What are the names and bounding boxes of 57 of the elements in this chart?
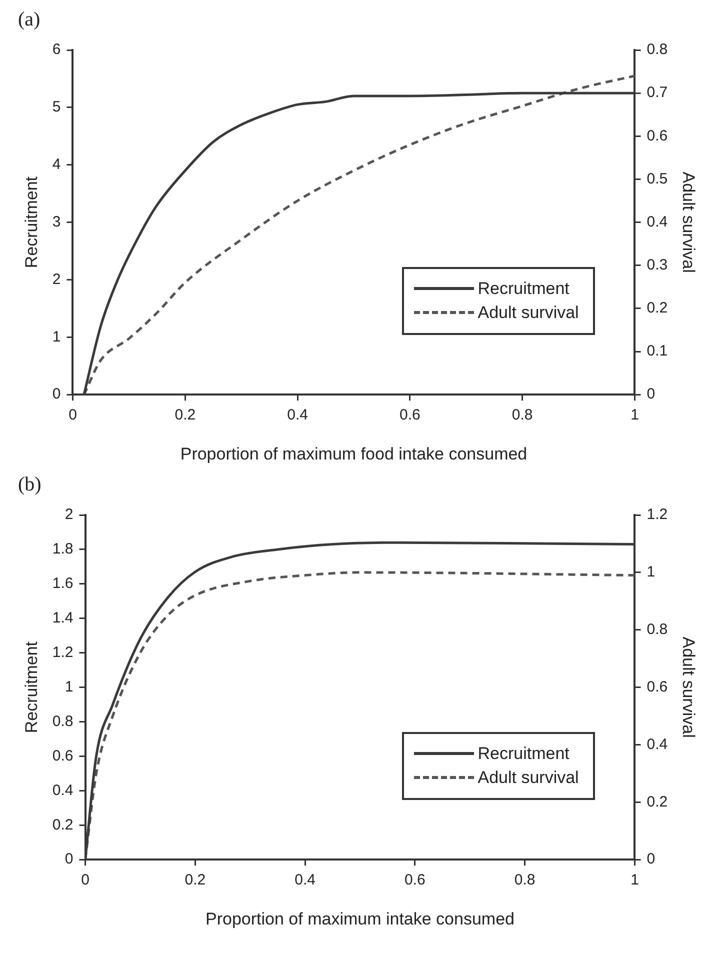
y-tick-label: 1.2 (52, 644, 74, 661)
x-tick-label: 1 (630, 406, 639, 424)
chart-title: (a) (18, 8, 40, 30)
y-tick-label: 0.4 (52, 782, 74, 799)
y-tick-label: 0.6 (52, 747, 74, 764)
x-tick-label: 0 (81, 872, 90, 889)
chart-title: (b) (18, 473, 42, 496)
x-tick-label: 1 (630, 872, 639, 889)
y2-tick-label: 0 (646, 850, 656, 868)
y-tick-label: 1.4 (52, 610, 74, 627)
y2-tick-label: 1.2 (646, 506, 668, 524)
y-tick-label: 1.8 (52, 540, 74, 558)
y-tick-label: 0 (52, 386, 61, 403)
x-tick-label: 0.8 (514, 872, 536, 889)
x-tick-label: 0.4 (294, 872, 316, 889)
y-tick-label: 2 (64, 506, 74, 524)
y-tick-label: 4 (52, 156, 61, 174)
x-tick-label: 0.2 (184, 872, 206, 889)
y2-tick-label: 0.1 (646, 342, 668, 360)
y-axis-title: Recruitment (22, 176, 41, 268)
y2-tick-label: 1 (646, 564, 656, 581)
x-tick-label: 0.6 (400, 406, 420, 424)
y2-tick-label: 0.3 (646, 256, 668, 274)
legend-label: Adult survival (478, 768, 579, 788)
y-tick-label: 0 (64, 850, 74, 868)
y-tick-label: 3 (52, 213, 61, 230)
x-tick-label: 0.4 (287, 406, 308, 424)
y2-axis-title: Adult survival (679, 636, 698, 738)
y-tick-label: 1.6 (52, 575, 74, 592)
x-tick-label: 0.6 (404, 872, 426, 889)
y2-tick-label: 0 (646, 386, 656, 403)
x-axis-title: Proportion of maximum food intake consumed (180, 444, 528, 464)
y-tick-label: 0.2 (52, 816, 74, 834)
y2-tick-label: 0.8 (646, 41, 668, 58)
y-tick-label: 6 (52, 41, 61, 58)
y2-tick-label: 0.6 (646, 678, 668, 696)
y-tick-label: 2 (52, 270, 61, 288)
x-tick-label: 0.8 (512, 406, 533, 424)
y2-tick-label: 0.2 (646, 793, 668, 810)
legend-label: Recruitment (478, 278, 570, 299)
y2-tick-label: 0.4 (646, 213, 668, 230)
y2-axis-title: Adult survival (679, 172, 698, 273)
y2-tick-label: 0.7 (646, 84, 668, 102)
x-axis-title: Proportion of maximum intake consumed (206, 909, 514, 928)
y-tick-label: 5 (52, 98, 61, 116)
legend-label: Adult survival (478, 302, 579, 323)
y-tick-label: 0.8 (52, 712, 74, 730)
legend-label: Recruitment (478, 744, 570, 764)
y2-tick-label: 0.6 (646, 127, 668, 144)
y-tick-label: 1 (52, 328, 61, 346)
y-tick-label: 1 (64, 678, 74, 696)
x-tick-label: 0.2 (174, 406, 196, 424)
y-axis-title: Recruitment (22, 641, 41, 734)
y2-tick-label: 0.2 (646, 300, 668, 317)
y2-tick-label: 0.8 (646, 621, 668, 638)
y2-tick-label: 0.4 (646, 736, 668, 753)
y2-tick-label: 0.5 (646, 170, 668, 188)
